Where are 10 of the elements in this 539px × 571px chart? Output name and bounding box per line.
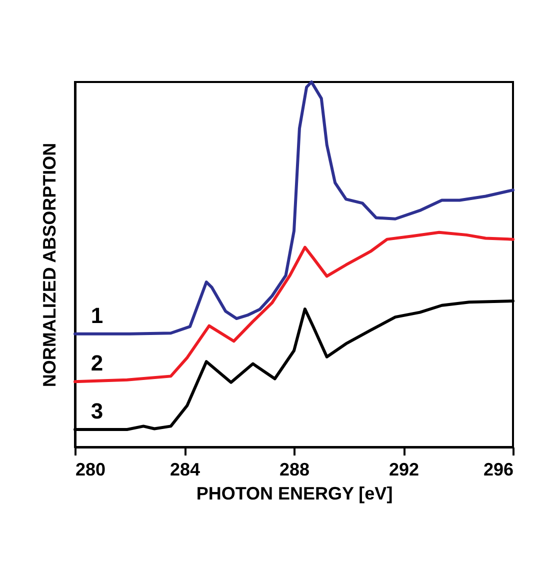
x-tick-label: 288	[279, 460, 310, 480]
x-tick-label: 284	[170, 460, 200, 480]
series-label: 2	[90, 350, 104, 376]
x-axis-title: PHOTON ENERGY [eV]	[196, 484, 393, 504]
y-axis-title: NORMALIZED ABSORPTION	[40, 142, 60, 388]
x-tick-label: 292	[388, 460, 420, 480]
series-label: 3	[90, 398, 104, 424]
series-label: 1	[90, 302, 104, 328]
x-tick-label: 296	[483, 460, 514, 480]
x-tick-label: 280	[76, 460, 106, 480]
